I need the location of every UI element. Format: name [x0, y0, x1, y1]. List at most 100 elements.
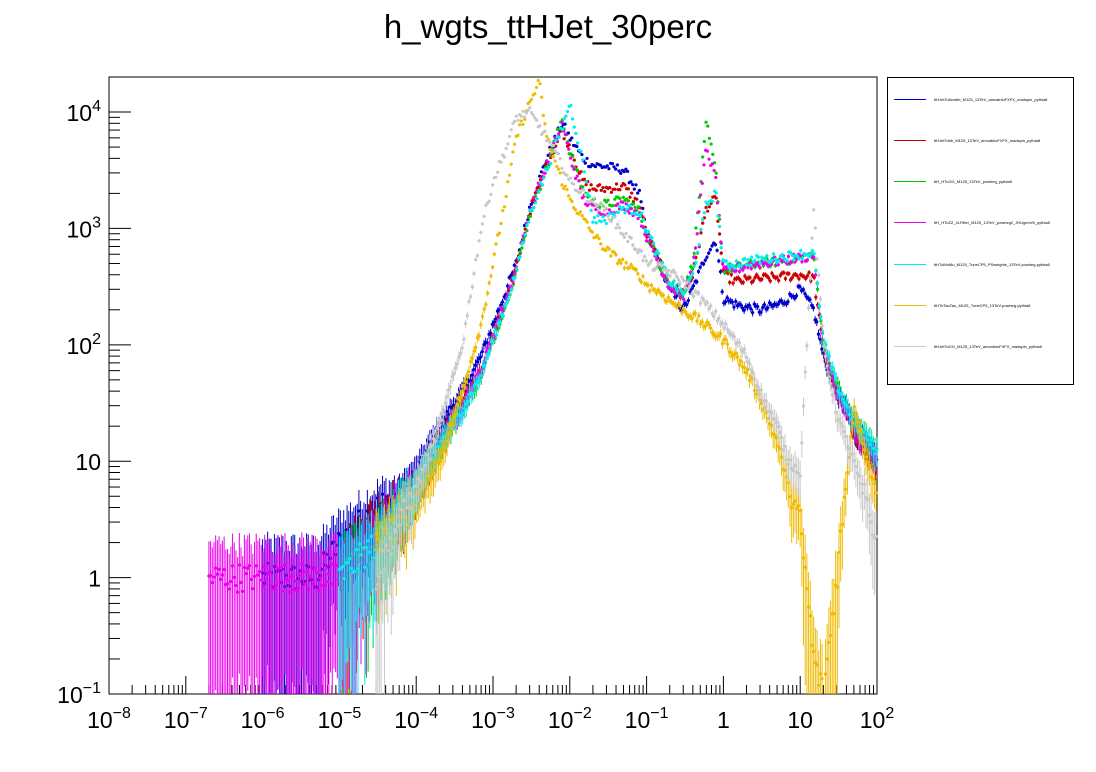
- data-point: [290, 575, 294, 579]
- data-point: [575, 174, 579, 178]
- data-point: [685, 302, 689, 307]
- data-point: [702, 211, 706, 215]
- data-point: [797, 277, 801, 281]
- data-point: [560, 120, 564, 124]
- data-point: [525, 223, 529, 227]
- data-point: [317, 588, 321, 592]
- data-point: [612, 165, 616, 169]
- data-point: [261, 585, 265, 589]
- data-point: [557, 135, 561, 139]
- data-point: [569, 152, 573, 156]
- data-point: [739, 303, 743, 307]
- data-point: [557, 132, 561, 136]
- data-point: [803, 292, 807, 296]
- data-point: [783, 277, 788, 281]
- data-point: [364, 545, 369, 550]
- series-0: [261, 122, 878, 694]
- data-point: [274, 583, 279, 587]
- data-point: [750, 311, 755, 315]
- data-point: [513, 270, 517, 275]
- data-point: [749, 266, 753, 271]
- data-point: [719, 240, 723, 244]
- data-point: [246, 566, 250, 570]
- data-point: [658, 268, 663, 272]
- data-point: [525, 228, 529, 233]
- data-point: [636, 191, 640, 195]
- data-point: [528, 214, 532, 218]
- data-point: [615, 163, 620, 167]
- data-point: [361, 546, 365, 550]
- data-point: [305, 571, 309, 575]
- data-point: [494, 333, 499, 337]
- data-point: [701, 217, 705, 222]
- data-point: [658, 258, 663, 262]
- data-point: [480, 349, 484, 354]
- data-point: [695, 280, 699, 284]
- data-point: [650, 236, 654, 240]
- data-point: [786, 300, 790, 304]
- data-point: [790, 260, 794, 264]
- data-point: [276, 566, 280, 570]
- data-point: [649, 244, 654, 248]
- data-point: [810, 273, 815, 277]
- data-point: [232, 575, 236, 579]
- data-point: [486, 352, 490, 356]
- data-point: [566, 131, 571, 135]
- data-point: [532, 206, 536, 210]
- data-point: [573, 176, 578, 181]
- data-point: [234, 583, 238, 588]
- data-point: [482, 343, 486, 347]
- data-point: [812, 275, 816, 280]
- data-point: [604, 221, 608, 226]
- data-point: [663, 275, 667, 279]
- data-point: [591, 220, 595, 224]
- data-point: [498, 320, 502, 324]
- data-point: [599, 188, 603, 192]
- series-2: [337, 118, 879, 694]
- data-point: [363, 565, 367, 569]
- data-point: [542, 176, 546, 180]
- data-point: [776, 302, 780, 307]
- data-point: [565, 141, 569, 145]
- data-point: [738, 278, 742, 282]
- data-point: [582, 177, 586, 181]
- data-point: [636, 216, 640, 221]
- data-point: [798, 285, 802, 289]
- data-point: [780, 259, 784, 263]
- data-point: [585, 156, 589, 161]
- data-point: [520, 246, 524, 250]
- data-point: [505, 301, 509, 305]
- data-point: [479, 373, 483, 378]
- data-point: [598, 163, 603, 167]
- data-point: [753, 264, 757, 268]
- data-point: [575, 144, 579, 149]
- data-point: [672, 279, 676, 284]
- data-point: [695, 250, 700, 254]
- data-point: [715, 248, 719, 252]
- data-point: [782, 271, 786, 275]
- data-point: [795, 274, 799, 278]
- data-point: [729, 269, 733, 274]
- data-point: [288, 590, 292, 594]
- data-point: [209, 574, 213, 578]
- data-point: [631, 202, 635, 206]
- data-point: [564, 114, 568, 118]
- data-point: [706, 202, 710, 207]
- data-point: [210, 580, 214, 585]
- data-point: [619, 207, 624, 212]
- data-point: [443, 417, 447, 421]
- data-point: [618, 204, 622, 209]
- data-point: [611, 204, 615, 208]
- data-point: [502, 295, 506, 299]
- data-point: [820, 347, 824, 351]
- data-point: [540, 182, 544, 187]
- data-point: [582, 170, 586, 174]
- data-point: [767, 301, 772, 305]
- data-point: [608, 186, 612, 190]
- series-4: [337, 103, 879, 694]
- data-point: [596, 214, 600, 218]
- data-point: [710, 244, 714, 248]
- data-point: [293, 579, 297, 583]
- data-point: [808, 298, 812, 302]
- data-point: [634, 183, 638, 187]
